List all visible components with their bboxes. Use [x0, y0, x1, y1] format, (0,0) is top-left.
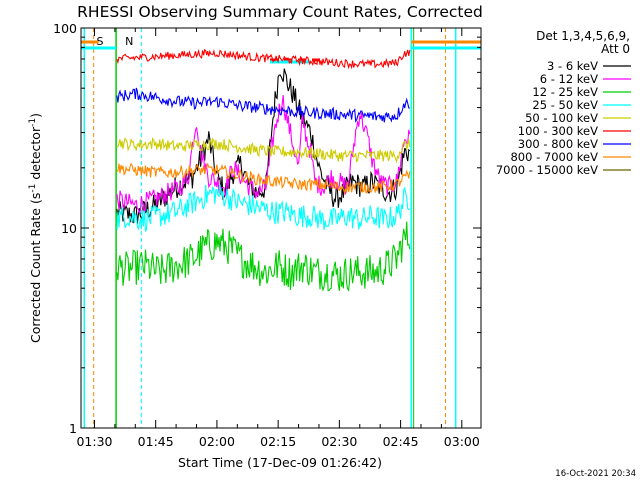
legend-label: 25 - 50 keV [532, 98, 598, 112]
legend-label: 3 - 6 keV [547, 59, 598, 73]
series-line [116, 221, 411, 292]
legend-label: 7000 - 15000 keV [496, 163, 598, 177]
legend-title-line1: Det 1,3,4,5,6,9, [536, 29, 630, 43]
x-tick-label: 01:30 [76, 434, 112, 449]
y-axis-label: Corrected Count Rate (s-1 detector-1) [28, 113, 43, 343]
y-tick-label: 1 [69, 421, 77, 436]
annotation-label: N [125, 35, 133, 48]
legend-label: 50 - 100 keV [525, 111, 598, 125]
x-tick-label: 03:00 [444, 434, 480, 449]
y-tick-label: 10 [61, 221, 77, 236]
series-line [116, 95, 411, 215]
x-tick-label: 02:30 [321, 434, 357, 449]
legend-label: 300 - 800 keV [518, 137, 598, 151]
series-line [116, 48, 411, 70]
series-line [116, 162, 411, 195]
series-layer [116, 48, 411, 292]
x-axis: 01:30 01:45 02:00 02:15 02:30 02:45 03:00 [76, 28, 480, 449]
x-tick-label: 02:45 [383, 434, 419, 449]
legend-label: 6 - 12 keV [540, 72, 598, 86]
series-line [116, 184, 410, 233]
x-tick-label: 01:45 [138, 434, 174, 449]
legend-label: 100 - 300 keV [518, 124, 598, 138]
series-line [116, 87, 410, 123]
y-axis: 1 10 100 [53, 21, 481, 436]
footer-timestamp: 16-Oct-2021 20:34 [555, 469, 636, 479]
legend-label: 12 - 25 keV [532, 85, 598, 99]
legend-label: 800 - 7000 keV [510, 150, 598, 164]
series-line [116, 137, 411, 164]
x-axis-label: Start Time (17-Dec-09 01:26:42) [178, 455, 382, 470]
x-tick-label: 02:00 [199, 434, 235, 449]
annotation-label: S [97, 35, 104, 48]
chart-title: RHESSI Observing Summary Count Rates, Co… [77, 3, 483, 21]
x-tick-label: 02:15 [260, 434, 296, 449]
legend-title-line2: Att 0 [601, 42, 630, 56]
y-tick-label: 100 [53, 21, 77, 36]
